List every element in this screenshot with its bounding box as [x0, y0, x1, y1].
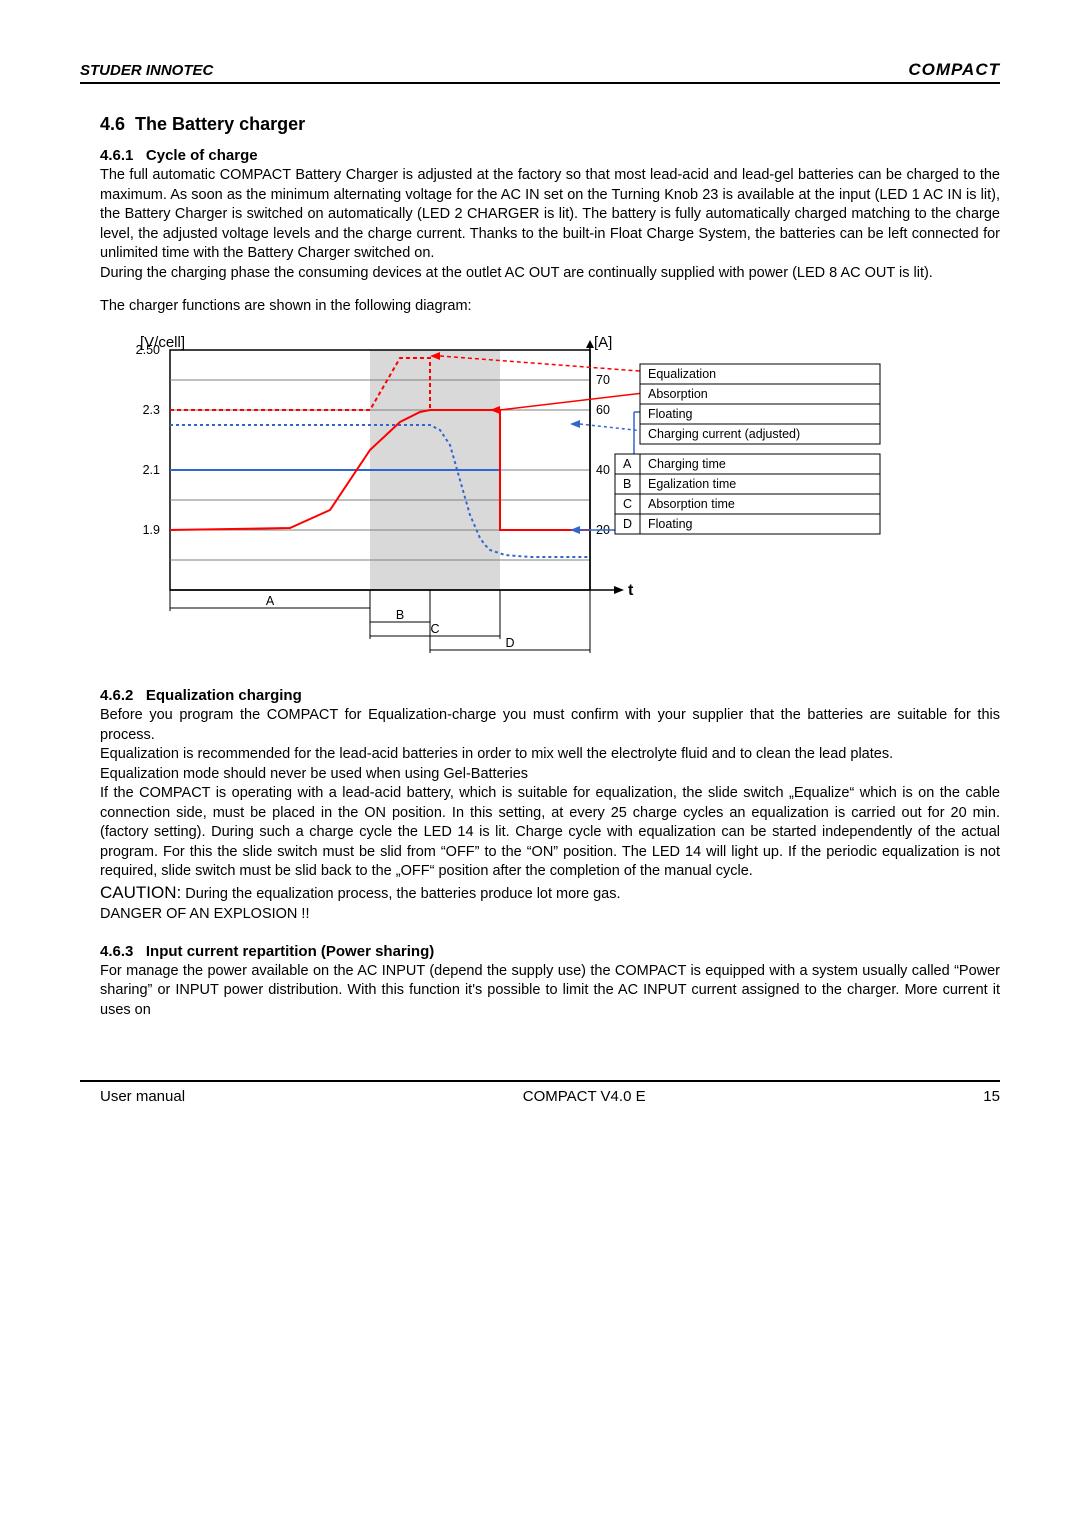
sub2-caution: CAUTION: During the equalization process… [80, 882, 1000, 905]
svg-text:60: 60 [596, 403, 610, 417]
svg-text:D: D [623, 517, 632, 531]
header-company: STUDER INNOTEC [80, 62, 213, 79]
svg-text:C: C [623, 497, 632, 511]
svg-text:Absorption time: Absorption time [648, 497, 735, 511]
svg-text:1.9: 1.9 [143, 523, 160, 537]
svg-text:40: 40 [596, 463, 610, 477]
page-header: STUDER INNOTEC COMPACT [80, 60, 1000, 84]
svg-text:A: A [623, 457, 632, 471]
charge-cycle-chart: [V/cell][A]2.502.32.11.970604020tEqualiz… [80, 335, 1000, 669]
sub2-para1: Before you program the COMPACT for Equal… [80, 706, 1000, 745]
header-product: COMPACT [908, 60, 1000, 80]
sub2-para2: Equalization is recommended for the lead… [80, 745, 1000, 765]
sub3-para1: For manage the power available on the AC… [80, 962, 1000, 1021]
subsection-3-heading: 4.6.3 Input current repartition (Power s… [80, 943, 1000, 960]
sub2-para4: If the COMPACT is operating with a lead-… [80, 784, 1000, 882]
sub2-para3: Equalization mode should never be used w… [80, 765, 1000, 785]
footer-right: 15 [983, 1088, 1000, 1105]
subsection-2-heading: 4.6.2 Equalization charging [80, 687, 1000, 704]
svg-text:Charging current (adjusted): Charging current (adjusted) [648, 427, 800, 441]
sub1-para1: The full automatic COMPACT Battery Charg… [80, 166, 1000, 264]
page-footer: User manual COMPACT V4.0 E 15 [80, 1080, 1000, 1105]
svg-text:Equalization: Equalization [648, 367, 716, 381]
footer-center: COMPACT V4.0 E [523, 1088, 646, 1105]
svg-text:D: D [505, 636, 514, 650]
footer-left: User manual [100, 1088, 185, 1105]
svg-text:B: B [396, 608, 404, 622]
section-title: The Battery charger [135, 114, 305, 134]
svg-text:B: B [623, 477, 631, 491]
svg-text:70: 70 [596, 373, 610, 387]
sub1-para2: During the charging phase the consuming … [80, 264, 1000, 284]
svg-text:t: t [628, 582, 634, 599]
subsection-1-heading: 4.6.1 Cycle of charge [80, 147, 1000, 164]
svg-text:C: C [430, 622, 439, 636]
svg-text:2.1: 2.1 [143, 463, 160, 477]
sub2-danger: DANGER OF AN EXPLOSION !! [80, 905, 1000, 925]
sub1-para3: The charger functions are shown in the f… [80, 297, 1000, 317]
svg-text:[A]: [A] [594, 335, 612, 351]
caution-text: During the equalization process, the bat… [181, 886, 620, 902]
svg-text:Egalization time: Egalization time [648, 477, 736, 491]
caution-label: CAUTION: [100, 883, 181, 902]
section-heading: 4.6 The Battery charger [80, 114, 1000, 135]
svg-text:2.3: 2.3 [143, 403, 160, 417]
section-number: 4.6 [100, 114, 125, 134]
svg-text:Floating: Floating [648, 517, 693, 531]
svg-text:Absorption: Absorption [648, 387, 708, 401]
svg-text:A: A [266, 594, 275, 608]
svg-text:Floating: Floating [648, 407, 693, 421]
chart-svg: [V/cell][A]2.502.32.11.970604020tEqualiz… [110, 335, 970, 665]
svg-text:Charging time: Charging time [648, 457, 726, 471]
svg-text:2.50: 2.50 [136, 343, 160, 357]
